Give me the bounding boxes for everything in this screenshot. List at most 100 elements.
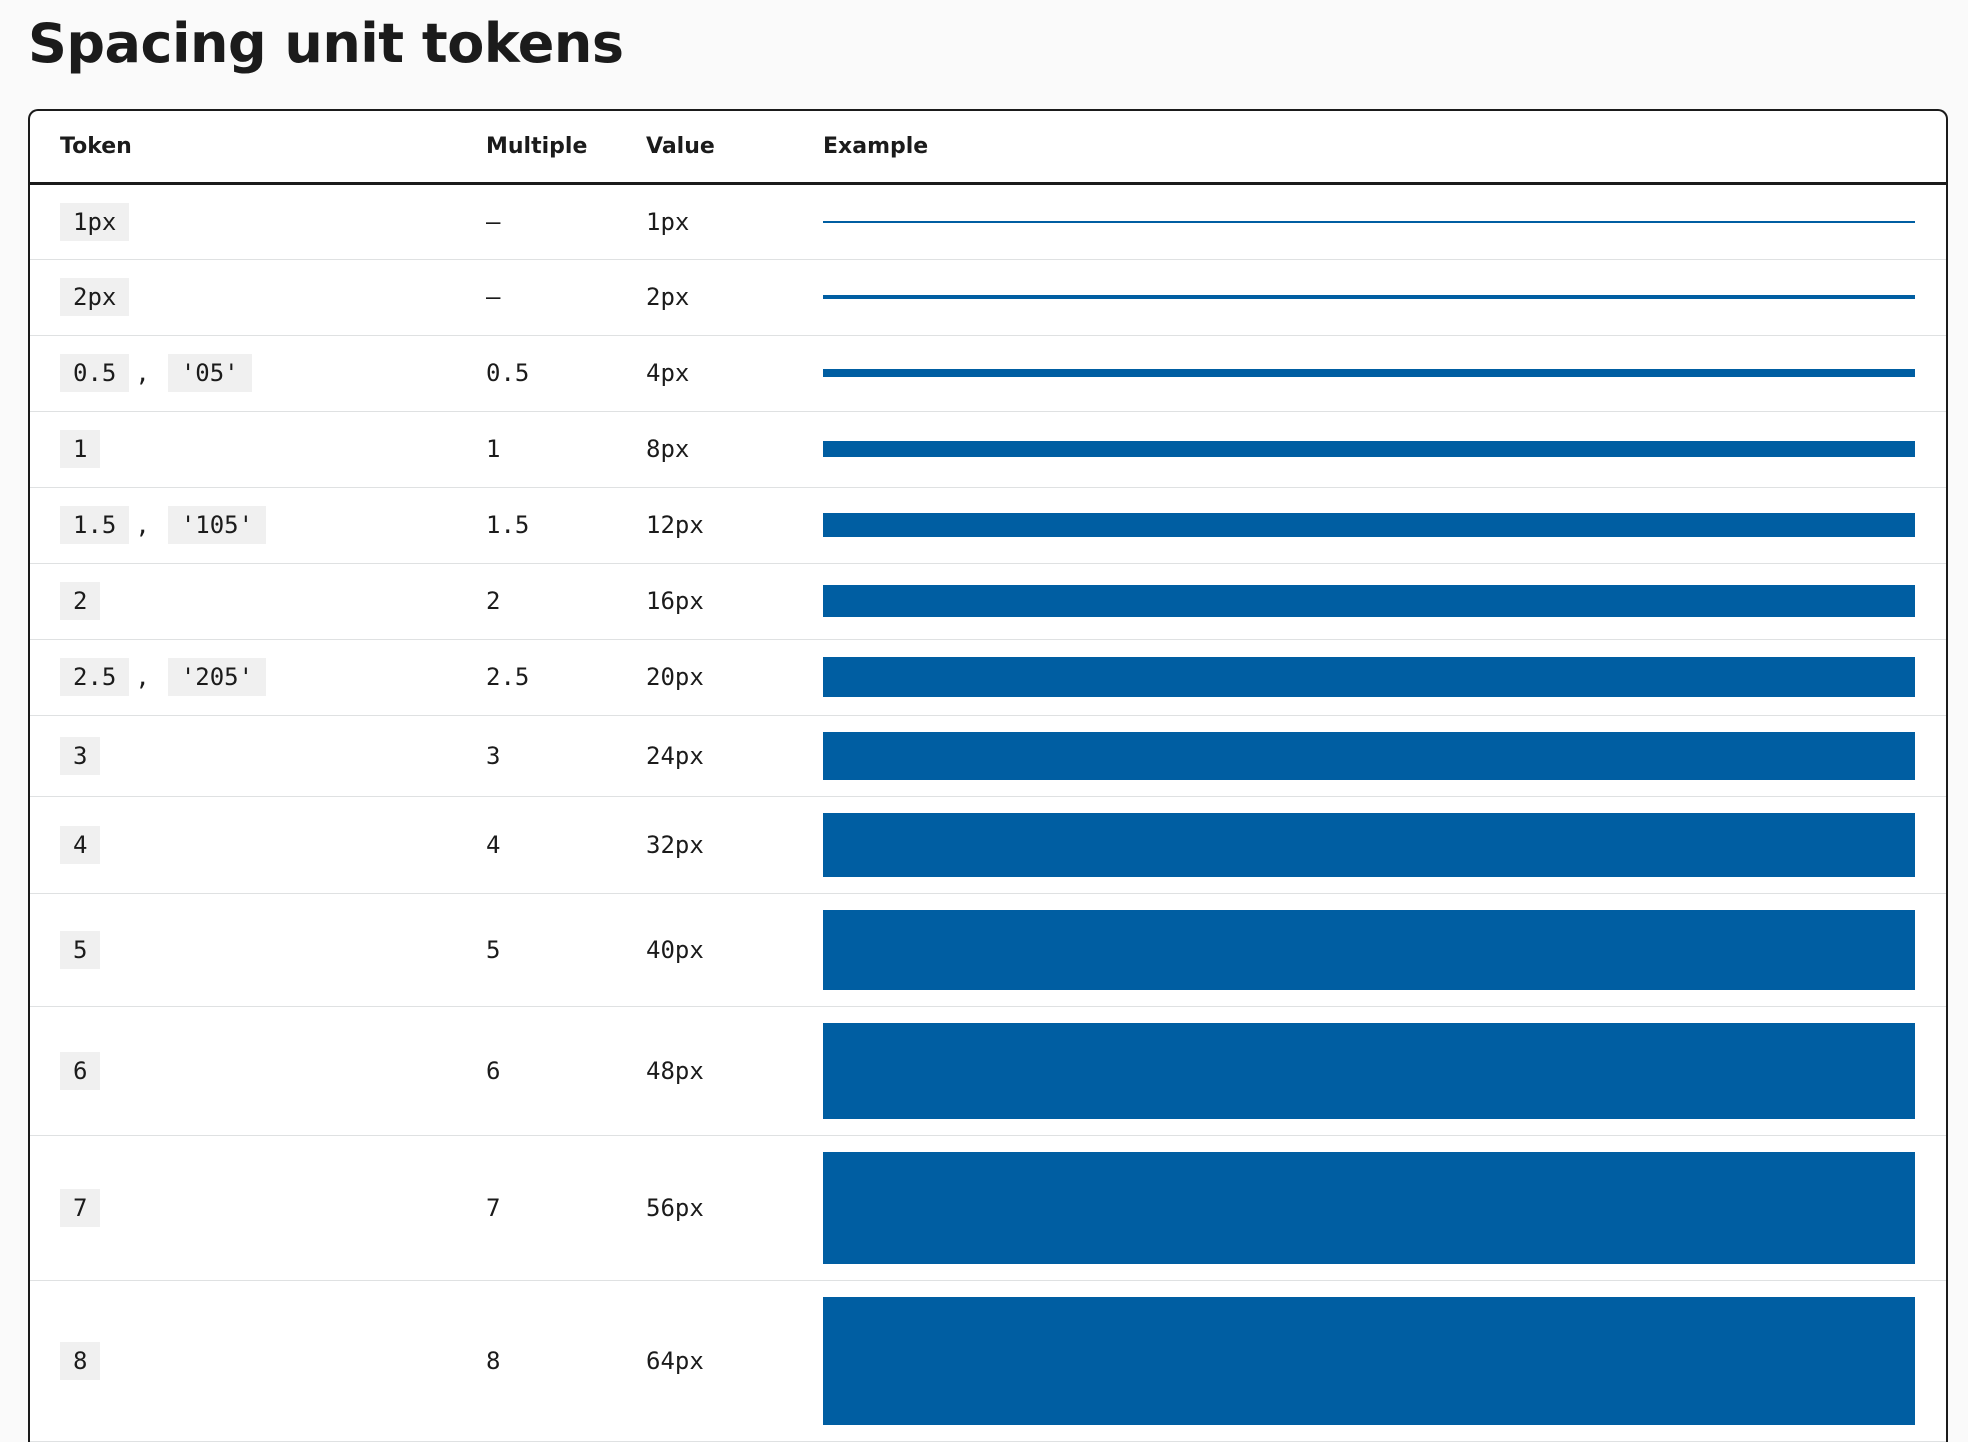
multiple-cell: – — [486, 183, 646, 260]
table-row: 1px –1px — [30, 183, 1946, 260]
multiple-cell: 5 — [486, 893, 646, 1007]
multiple-cell: 7 — [486, 1135, 646, 1281]
example-bar — [823, 1151, 1915, 1264]
example-cell — [823, 259, 1946, 336]
example-bar — [823, 909, 1915, 990]
token-cell: 8 — [30, 1280, 486, 1442]
table-row: 2px –2px — [30, 259, 1946, 336]
token-cell: 1.5, '105' — [30, 487, 486, 564]
multiple-cell: 3 — [486, 715, 646, 797]
multiple-cell: 0.5 — [486, 335, 646, 412]
table-row: 5 5 40px — [30, 893, 1946, 1007]
value-cell: 4px — [646, 335, 823, 412]
column-header: Token — [30, 111, 486, 185]
example-bar — [823, 513, 1915, 537]
value-cell: 32px — [646, 796, 823, 894]
value-cell: 12px — [646, 487, 823, 564]
value-cell: 40px — [646, 893, 823, 1007]
example-cell — [823, 639, 1946, 716]
example-bar — [823, 295, 1915, 299]
token-chip: 1 — [60, 430, 101, 468]
token-cell: 0.5, '05' — [30, 335, 486, 412]
value-cell: 8px — [646, 411, 823, 488]
table-row: 2.5, '205' 2.5 20px — [30, 639, 1946, 716]
token-cell: 1 — [30, 411, 486, 488]
token-chip: 3 — [60, 736, 101, 775]
table-frame: Token Multiple Value Example 1px –1px 2px –2px… — [28, 109, 1948, 1442]
value-cell: 2px — [646, 259, 823, 336]
token-separator: , — [135, 663, 150, 691]
value-cell: 48px — [646, 1006, 823, 1136]
token-chip: '105' — [167, 506, 267, 544]
multiple-cell: 4 — [486, 796, 646, 894]
example-cell — [823, 715, 1946, 797]
multiple-cell: 2 — [486, 563, 646, 640]
example-cell — [823, 411, 1946, 488]
example-cell — [823, 796, 1946, 894]
example-cell — [823, 335, 1946, 412]
example-cell — [823, 1006, 1946, 1136]
table-row: 2 2 16px — [30, 563, 1946, 640]
token-cell: 1px — [30, 183, 486, 260]
table-row: 8 8 64px — [30, 1280, 1946, 1442]
table-row: 0.5, '05' 0.5 4px — [30, 335, 1946, 412]
token-cell: 2 — [30, 563, 486, 640]
token-chip: '05' — [167, 354, 252, 392]
token-cell: 7 — [30, 1135, 486, 1281]
page-title: Spacing unit tokens — [28, 12, 624, 75]
column-header: Value — [646, 111, 823, 185]
example-bar — [823, 441, 1915, 457]
example-cell — [823, 487, 1946, 564]
multiple-cell: 2.5 — [486, 639, 646, 716]
column-header: Multiple — [486, 111, 646, 185]
token-cell: 6 — [30, 1006, 486, 1136]
example-bar — [823, 585, 1915, 617]
token-cell: 5 — [30, 893, 486, 1007]
token-chip: 5 — [60, 930, 101, 969]
token-separator: , — [135, 511, 150, 539]
tokens-table: Token Multiple Value Example 1px –1px 2px –2px… — [30, 111, 1946, 1442]
token-chip: 8 — [60, 1341, 101, 1380]
example-bar — [823, 220, 1915, 223]
example-bar — [823, 812, 1915, 877]
example-bar — [823, 731, 1915, 780]
value-cell: 1px — [646, 183, 823, 260]
value-cell: 64px — [646, 1280, 823, 1442]
token-chip: 2 — [60, 582, 101, 620]
header-row: Token Multiple Value Example — [30, 111, 1946, 185]
multiple-cell: 6 — [486, 1006, 646, 1136]
table-row: 1 1 8px — [30, 411, 1946, 488]
example-bar — [823, 657, 1915, 697]
token-chip: 0.5 — [60, 354, 130, 392]
value-cell: 20px — [646, 639, 823, 716]
token-chip: 2.5 — [60, 658, 130, 696]
token-chip: 6 — [60, 1051, 101, 1090]
example-cell — [823, 1280, 1946, 1442]
token-cell: 2px — [30, 259, 486, 336]
table-row: 7 7 56px — [30, 1135, 1946, 1281]
token-separator: , — [135, 359, 150, 387]
table-row: 3 3 24px — [30, 715, 1946, 797]
token-chip: '205' — [167, 658, 267, 696]
token-cell: 2.5, '205' — [30, 639, 486, 716]
token-chip: 2px — [60, 278, 130, 316]
value-cell: 24px — [646, 715, 823, 797]
example-bar — [823, 1022, 1915, 1119]
token-chip: 1.5 — [60, 506, 130, 544]
column-header: Example — [823, 111, 1946, 185]
table-row: 4 4 32px — [30, 796, 1946, 894]
example-cell — [823, 563, 1946, 640]
token-cell: 3 — [30, 715, 486, 797]
token-chip: 1px — [60, 202, 130, 241]
multiple-cell: 8 — [486, 1280, 646, 1442]
example-cell — [823, 893, 1946, 1007]
example-bar — [823, 1296, 1915, 1425]
table-row: 6 6 48px — [30, 1006, 1946, 1136]
token-cell: 4 — [30, 796, 486, 894]
multiple-cell: – — [486, 259, 646, 336]
example-cell — [823, 183, 1946, 260]
table-row: 1.5, '105' 1.5 12px — [30, 487, 1946, 564]
token-chip: 7 — [60, 1188, 101, 1227]
example-cell — [823, 1135, 1946, 1281]
